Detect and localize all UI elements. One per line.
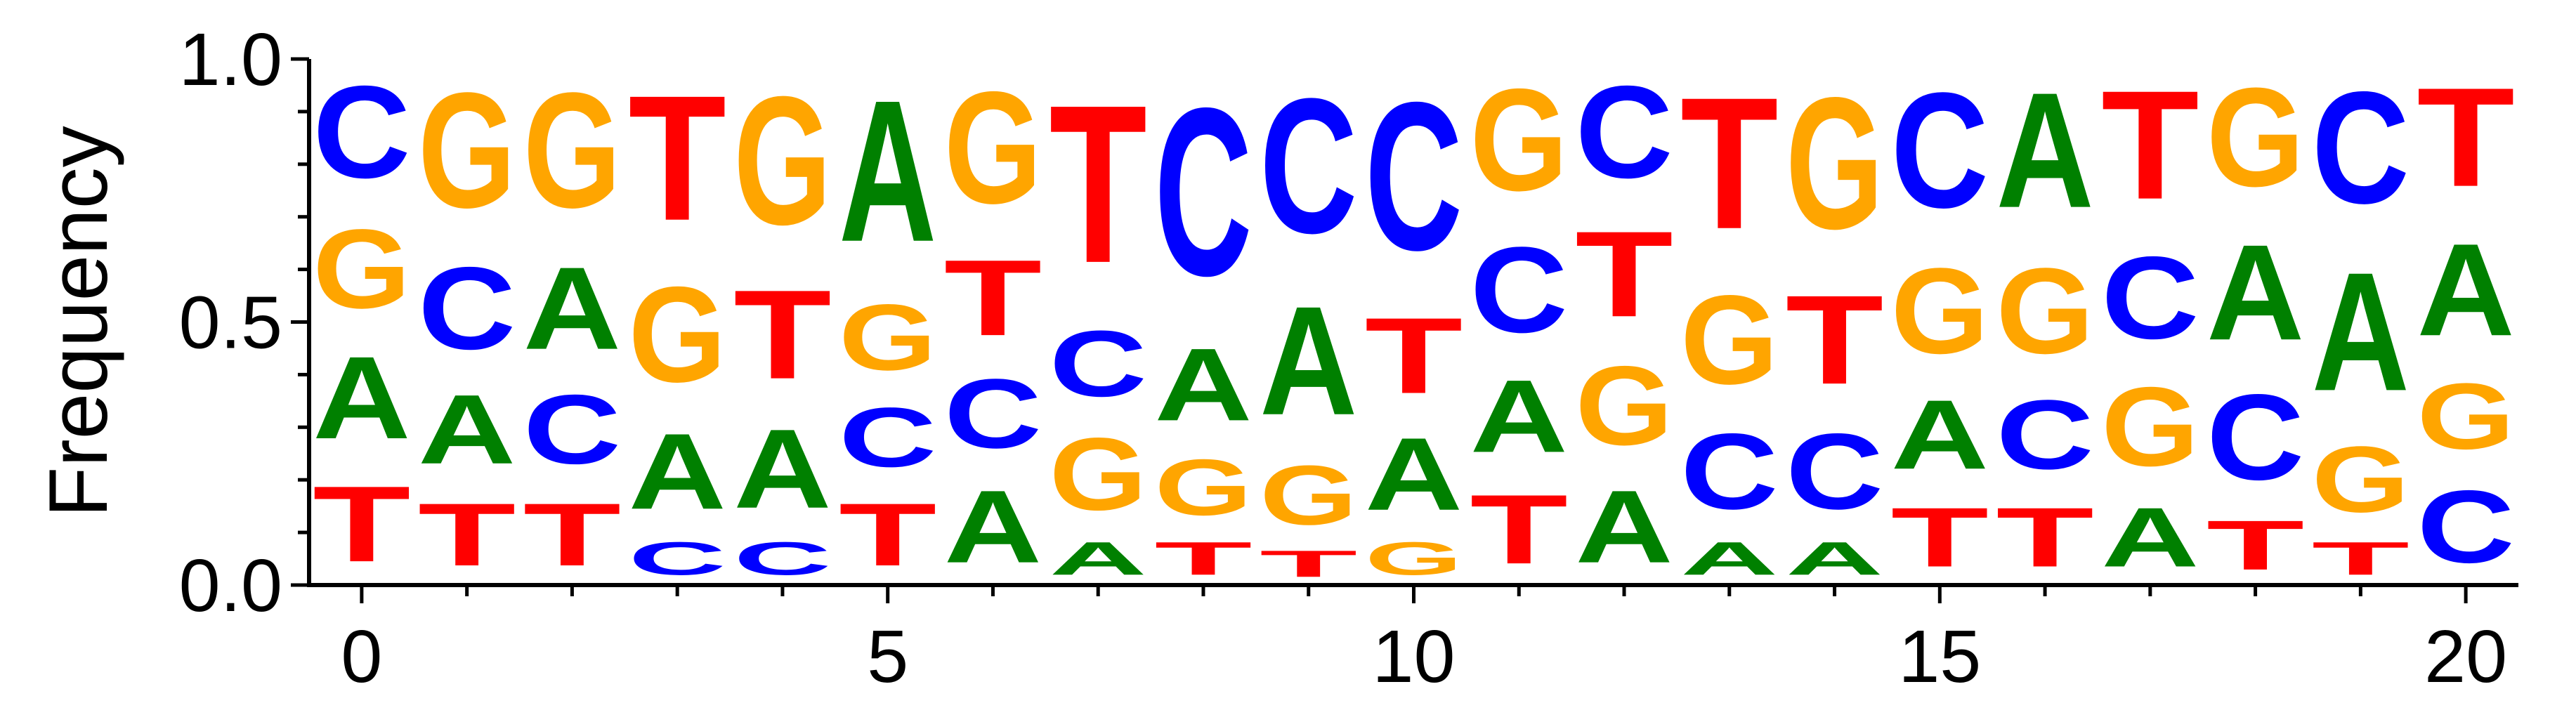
logo-letter-G-pos-7: G: [1050, 416, 1147, 532]
logo-letter-G-pos-4: G: [733, 59, 831, 263]
logo-letter-A-pos-13: A: [1680, 532, 1778, 585]
logo-letter-C-pos-15: C: [1891, 59, 1989, 242]
logo-letter-T-pos-7: T: [1050, 58, 1147, 310]
logo-letter-A-pos-19: A: [2312, 238, 2410, 426]
logo-letter-C-pos-19: C: [2312, 58, 2410, 237]
logo-letter-G-pos-15: G: [1891, 243, 1989, 379]
logo-letter-C-pos-14: C: [1786, 411, 1883, 532]
x-tick-label: 5: [867, 615, 908, 698]
logo-letter-C-pos-3: C: [629, 532, 726, 585]
x-tick-label: 20: [2424, 615, 2507, 698]
logo-letter-T-pos-18: T: [2206, 506, 2304, 585]
logo-letter-T-pos-9: T: [1260, 543, 1357, 585]
logo-letter-A-pos-11: A: [1470, 359, 1568, 474]
logo-letter-T-pos-17: T: [2101, 58, 2199, 232]
logo-letter-G-pos-1: G: [418, 58, 516, 242]
logo-letter-T-pos-12: T: [1575, 205, 1673, 342]
logo-letter-A-pos-20: A: [2417, 217, 2514, 364]
logo-letter-G-pos-16: G: [1996, 243, 2093, 379]
logo-letter-G-pos-18: G: [2206, 59, 2304, 216]
logo-letter-T-pos-5: T: [839, 485, 936, 585]
y-axis-title: Frequency: [32, 126, 125, 518]
y-tick-label: 1.0: [179, 18, 282, 101]
y-tick-label: 0.0: [179, 544, 282, 627]
logo-letter-A-pos-14: A: [1786, 532, 1883, 585]
logo-letter-G-pos-0: G: [313, 206, 410, 332]
logo-letter-C-pos-13: C: [1680, 411, 1778, 532]
logo-letter-A-pos-15: A: [1891, 379, 1989, 490]
x-ticks: 0 5 10 15 20: [341, 585, 2507, 698]
logo-letter-C-pos-16: C: [1996, 379, 2093, 490]
x-tick-label: 10: [1373, 615, 1456, 698]
logo-letter-C-pos-17: C: [2101, 233, 2199, 364]
logo-letter-A-pos-16: A: [1996, 59, 2093, 242]
logo-letter-G-pos-9: G: [1260, 448, 1357, 542]
logo-letter-G-pos-3: G: [629, 258, 726, 411]
logo-letter-T-pos-8: T: [1154, 532, 1252, 585]
logo-letter-C-pos-1: C: [418, 244, 516, 374]
logo-letter-A-pos-9: A: [1260, 274, 1357, 447]
logo-letter-A-pos-12: A: [1575, 470, 1673, 585]
logo-letter-G-pos-19: G: [2312, 427, 2410, 532]
logo-letters: TAGCTACGTCAGCAGTCATGTCGAACTGAGCTTGACTGAC…: [313, 58, 2515, 585]
logo-letter-G-pos-14: G: [1786, 59, 1883, 269]
logo-letter-C-pos-6: C: [944, 358, 1042, 468]
logo-letter-C-pos-11: C: [1470, 221, 1568, 357]
logo-letter-C-pos-4: C: [733, 532, 831, 585]
logo-letter-A-pos-3: A: [629, 411, 726, 532]
logo-letter-T-pos-6: T: [944, 238, 1042, 359]
logo-letter-A-pos-17: A: [2101, 490, 2199, 585]
logo-letter-G-pos-13: G: [1680, 269, 1778, 411]
logo-letter-G-pos-2: G: [523, 58, 621, 242]
logo-letter-T-pos-15: T: [1891, 490, 1989, 585]
logo-letter-T-pos-14: T: [1786, 269, 1883, 411]
logo-letter-A-pos-4: A: [733, 405, 831, 532]
logo-letter-A-pos-18: A: [2206, 216, 2304, 369]
logo-letter-C-pos-2: C: [523, 374, 621, 484]
logo-letter-C-pos-10: C: [1365, 58, 1463, 294]
logo-letter-T-pos-2: T: [523, 485, 621, 585]
logo-letter-T-pos-13: T: [1680, 58, 1778, 268]
logo-letter-C-pos-8: C: [1154, 58, 1252, 326]
y-tick-label: 0.5: [179, 282, 282, 365]
logo-letter-C-pos-18: C: [2206, 369, 2304, 505]
logo-letter-G-pos-11: G: [1470, 59, 1568, 221]
logo-letter-T-pos-4: T: [733, 263, 831, 405]
logo-letter-C-pos-7: C: [1050, 312, 1147, 416]
logo-letter-A-pos-1: A: [418, 374, 516, 484]
logo-letter-T-pos-0: T: [313, 464, 410, 585]
logo-letter-A-pos-5: A: [839, 58, 936, 284]
logo-letter-C-pos-5: C: [839, 390, 936, 485]
logo-letter-A-pos-2: A: [523, 244, 621, 374]
logo-letter-T-pos-10: T: [1365, 296, 1463, 416]
logo-letter-G-pos-12: G: [1575, 343, 1673, 468]
logo-letter-T-pos-3: T: [629, 58, 726, 258]
logo-letter-A-pos-10: A: [1365, 417, 1463, 532]
logo-letter-G-pos-5: G: [839, 285, 936, 390]
logo-letter-T-pos-19: T: [2312, 532, 2410, 585]
logo-letter-G-pos-8: G: [1154, 442, 1252, 532]
logo-letter-C-pos-0: C: [313, 59, 410, 206]
logo-letter-G-pos-10: G: [1365, 532, 1463, 585]
logo-letter-C-pos-20: C: [2417, 470, 2514, 585]
logo-letter-A-pos-8: A: [1154, 327, 1252, 442]
logo-letter-C-pos-9: C: [1260, 58, 1357, 274]
logo-letter-A-pos-7: A: [1050, 532, 1147, 585]
x-tick-label: 0: [341, 615, 382, 698]
logo-letter-G-pos-20: G: [2417, 365, 2514, 469]
logo-letter-C-pos-12: C: [1575, 59, 1673, 206]
logo-letter-T-pos-20: T: [2417, 58, 2514, 216]
y-ticks: 0.0 0.5 1.0: [179, 18, 309, 627]
logo-letter-T-pos-11: T: [1470, 475, 1568, 585]
logo-letter-T-pos-1: T: [418, 485, 516, 585]
x-tick-label: 15: [1898, 615, 1981, 698]
logo-letter-T-pos-16: T: [1996, 490, 2093, 585]
logo-letter-A-pos-6: A: [944, 470, 1042, 585]
logo-letter-G-pos-17: G: [2101, 364, 2199, 490]
logo-letter-A-pos-0: A: [313, 333, 410, 464]
logo-letter-G-pos-6: G: [944, 59, 1042, 237]
